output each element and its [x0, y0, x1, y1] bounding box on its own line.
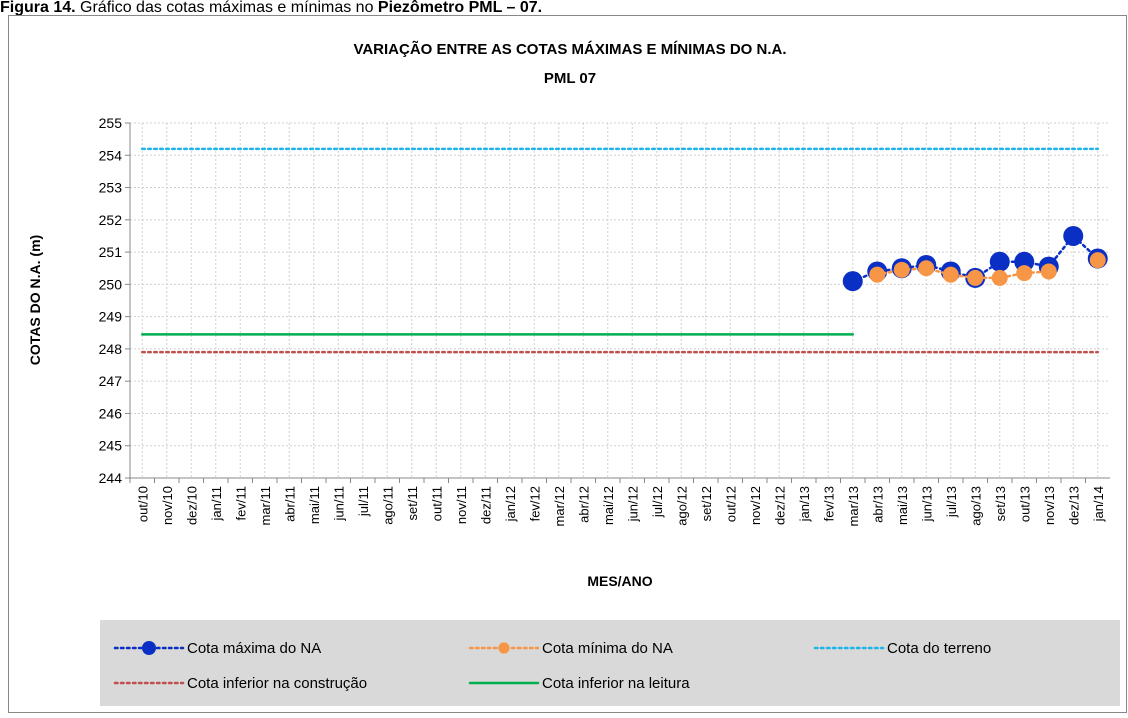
chart-title: VARIAÇÃO ENTRE AS COTAS MÁXIMAS E MÍNIMA…	[353, 40, 786, 58]
legend-marker	[142, 641, 156, 655]
x-tick-label: jul/13	[944, 486, 959, 518]
legend-label: Cota inferior na construção	[187, 675, 367, 692]
x-tick-label: abr/11	[282, 486, 297, 522]
x-tick-label: jan/13	[797, 486, 812, 522]
series-marker	[1014, 251, 1035, 272]
legend-label: Cota inferior na leitura	[542, 675, 690, 692]
x-tick-label: mar/11	[258, 486, 273, 526]
x-tick-label: nov/13	[1042, 486, 1057, 525]
x-tick-label: fev/12	[527, 486, 542, 521]
x-tick-label: jun/13	[919, 486, 934, 522]
series-marker	[1016, 265, 1033, 282]
x-tick-label: jul/12	[650, 486, 665, 518]
y-axis-title: COTAS DO N.A. (m)	[27, 235, 43, 365]
legend-label: Cota do terreno	[887, 640, 991, 657]
y-tick-label: 249	[99, 309, 123, 325]
y-tick-label: 245	[99, 438, 123, 454]
x-tick-label: set/13	[993, 486, 1008, 521]
series-marker	[1040, 263, 1057, 280]
y-tick-label: 247	[99, 373, 123, 389]
x-tick-label: nov/12	[748, 486, 763, 525]
x-tick-label: mai/12	[601, 486, 616, 525]
x-tick-label: jan/12	[503, 486, 518, 522]
x-tick-label: out/11	[429, 486, 444, 521]
caption: Figura 14. Gráfico das cotas máximas e m…	[0, 0, 542, 16]
legend-label: Cota mínima do NA	[542, 640, 673, 657]
y-tick-label: 254	[99, 147, 123, 163]
y-tick-label: 255	[99, 115, 123, 131]
x-tick-label: fev/13	[821, 486, 836, 521]
y-tick-label: 252	[99, 212, 123, 228]
series-marker	[893, 261, 910, 278]
x-tick-label: ago/12	[674, 486, 689, 526]
legend	[100, 620, 1120, 706]
series-marker	[942, 266, 959, 283]
x-tick-label: abr/12	[576, 486, 591, 523]
series-marker	[1063, 225, 1084, 246]
plot-area	[130, 123, 1110, 478]
x-tick-label: out/10	[135, 486, 150, 522]
series-marker	[869, 266, 886, 283]
caption-part: Piezômetro PML – 07.	[378, 0, 542, 16]
x-tick-label: set/12	[699, 486, 714, 521]
x-tick-label: out/13	[1017, 486, 1032, 522]
legend-marker	[498, 642, 510, 654]
legend-label: Cota máxima do NA	[187, 640, 321, 657]
x-tick-label: out/12	[723, 486, 738, 522]
y-tick-label: 250	[99, 276, 123, 292]
series-marker	[918, 260, 935, 277]
x-tick-label: mar/12	[552, 486, 567, 526]
x-tick-label: mai/11	[307, 486, 322, 524]
x-tick-label: jul/11	[356, 486, 371, 517]
y-tick-label: 246	[99, 405, 123, 421]
x-tick-label: ago/11	[380, 486, 395, 525]
x-tick-label: jan/11	[209, 486, 224, 521]
caption-part: Figura 14.	[0, 0, 76, 16]
series-marker	[842, 271, 863, 292]
x-tick-label: dez/11	[478, 486, 493, 524]
x-tick-label: jan/14	[1091, 486, 1106, 522]
x-tick-label: mar/13	[846, 486, 861, 526]
y-tick-label: 253	[99, 180, 123, 196]
series-marker	[991, 269, 1008, 286]
y-tick-label: 251	[99, 244, 123, 260]
x-tick-label: abr/13	[870, 486, 885, 523]
x-tick-label: nov/10	[160, 486, 175, 525]
x-tick-label: dez/10	[184, 486, 199, 525]
x-tick-label: fev/11	[233, 486, 248, 520]
x-tick-label: set/11	[405, 486, 420, 520]
x-tick-label: jun/11	[331, 486, 346, 521]
y-tick-label: 244	[99, 470, 123, 486]
x-tick-label: dez/12	[772, 486, 787, 525]
y-tick-label: 248	[99, 341, 123, 357]
series-marker	[967, 269, 984, 286]
series-marker	[1089, 252, 1106, 269]
x-tick-label: ago/13	[968, 486, 983, 526]
series-marker	[989, 251, 1010, 272]
x-axis-title: MES/ANO	[587, 573, 652, 589]
chart-title: PML 07	[544, 70, 596, 87]
x-tick-label: jun/12	[625, 486, 640, 522]
x-tick-label: nov/11	[454, 486, 469, 524]
x-tick-label: mai/13	[895, 486, 910, 525]
x-tick-label: dez/13	[1066, 486, 1081, 525]
caption-part: Gráfico das cotas máximas e mínimas no	[76, 0, 378, 16]
